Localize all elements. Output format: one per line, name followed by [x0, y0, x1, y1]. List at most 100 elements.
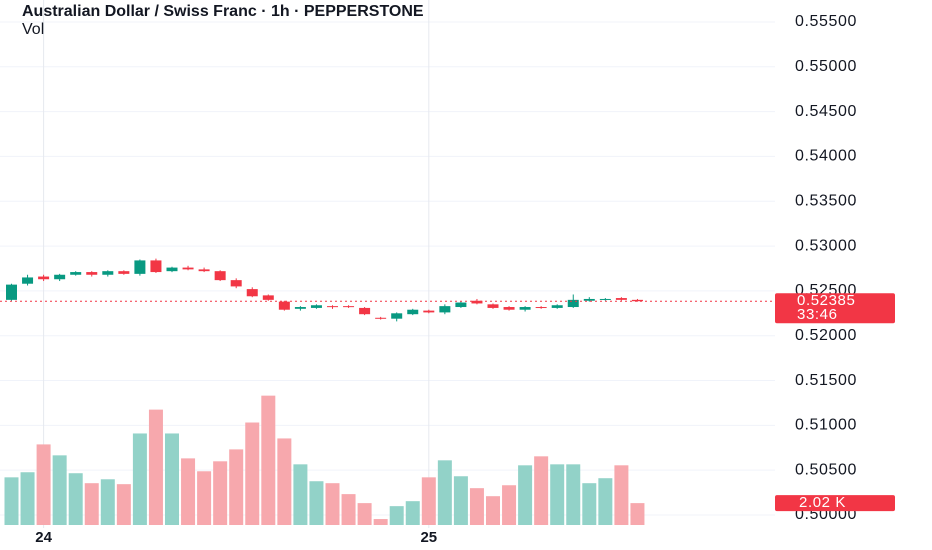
- volume-bar: [614, 465, 629, 525]
- candle-body: [150, 260, 162, 273]
- candle-body: [535, 307, 547, 309]
- volume-bar: [437, 460, 452, 525]
- candle-body: [407, 309, 419, 315]
- y-tick-label: 0.51500: [795, 372, 857, 389]
- volume-bar: [421, 477, 436, 525]
- volume-bar: [293, 464, 308, 525]
- candle-body: [182, 267, 194, 270]
- volume-bar: [84, 483, 99, 525]
- volume-bar: [550, 464, 565, 525]
- candle-body: [551, 305, 563, 308]
- candle-body: [166, 267, 178, 272]
- volume-bar: [389, 506, 404, 525]
- candle-body: [294, 307, 306, 309]
- candle-body: [118, 271, 130, 274]
- candle-body: [423, 310, 435, 313]
- volume-bar: [630, 503, 645, 525]
- volume-bar: [148, 409, 163, 525]
- volume-bar: [357, 503, 372, 525]
- volume-bar: [197, 471, 212, 525]
- candle-body: [134, 260, 146, 274]
- x-tick-label: 25: [420, 529, 437, 546]
- candle-body: [519, 307, 531, 310]
- last-price-badge: [775, 293, 895, 324]
- candle-body: [615, 298, 627, 300]
- countdown-label: 33:46: [797, 306, 838, 323]
- volume-bar: [373, 519, 388, 525]
- y-tick-label: 0.53000: [795, 237, 857, 254]
- volume-bar: [502, 485, 517, 525]
- candle-body: [439, 306, 451, 313]
- volume-bar: [341, 494, 356, 525]
- y-tick-label: 0.54500: [795, 103, 857, 120]
- volume-bar: [165, 433, 179, 525]
- candle-body: [503, 307, 515, 310]
- volume-bar: [582, 483, 597, 525]
- y-tick-label: 0.53500: [795, 192, 857, 209]
- y-tick-label: 0.51000: [795, 417, 857, 434]
- volume-bar: [229, 449, 244, 525]
- candle-body: [214, 271, 226, 281]
- volume-badge: [775, 495, 895, 512]
- volume-bar: [325, 483, 340, 525]
- volume-bar: [68, 473, 83, 525]
- candle-body: [359, 307, 371, 315]
- volume-bar: [4, 477, 19, 525]
- candle-body: [6, 284, 17, 300]
- candle-body: [631, 299, 643, 302]
- candle-body: [583, 298, 595, 301]
- volume-bar: [277, 438, 292, 525]
- chart-title: Australian Dollar / Swiss Franc · 1h · P…: [22, 3, 424, 20]
- volume-bar: [20, 472, 35, 525]
- plot-area: [0, 0, 775, 528]
- x-tick-label: 24: [35, 529, 52, 546]
- candle-body: [102, 271, 114, 275]
- candle-body: [22, 277, 34, 284]
- candle-body: [310, 305, 322, 308]
- volume-bar: [52, 455, 67, 525]
- volume-bar: [453, 476, 468, 525]
- volume-bar: [132, 433, 147, 525]
- y-tick-label: 0.55000: [795, 58, 857, 75]
- candle-body: [455, 302, 467, 308]
- volume-bar: [405, 501, 420, 525]
- volume-bar: [309, 481, 324, 525]
- candle-body: [278, 301, 290, 310]
- candle-body: [246, 289, 258, 297]
- y-tick-label: 0.50500: [795, 461, 857, 478]
- volume-bar: [469, 488, 484, 525]
- y-tick-label: 0.54000: [795, 148, 857, 165]
- volume-bar: [598, 478, 613, 525]
- candle-body: [262, 295, 274, 300]
- candle-body: [599, 298, 611, 300]
- candle-body: [343, 306, 355, 308]
- candle-body: [70, 272, 82, 275]
- volume-bar: [245, 422, 260, 525]
- candle-body: [471, 300, 483, 304]
- volume-bar: [100, 479, 115, 525]
- volume-bar: [566, 464, 581, 525]
- volume-bar: [213, 461, 228, 525]
- volume-legend: Vol: [22, 21, 44, 38]
- candle-body: [487, 304, 499, 308]
- candle-body: [86, 272, 98, 275]
- candle-body: [327, 306, 338, 308]
- volume-label: 2.02 K: [799, 494, 846, 511]
- last-price-label: 0.52385: [797, 292, 855, 309]
- volume-bar: [486, 496, 500, 525]
- candle-body: [198, 269, 210, 272]
- candle-body: [567, 299, 579, 308]
- volume-bar: [181, 458, 196, 525]
- candle-body: [54, 274, 66, 280]
- volume-bar: [534, 456, 549, 525]
- volume-bar: [518, 465, 533, 525]
- y-tick-label: 0.55500: [795, 13, 857, 30]
- candle-body: [391, 313, 403, 319]
- candle-body: [38, 276, 50, 280]
- y-tick-label: 0.52000: [795, 327, 857, 344]
- candle-body: [230, 280, 242, 287]
- volume-bar: [261, 395, 276, 525]
- volume-bar: [36, 444, 51, 525]
- candle-body: [375, 317, 387, 319]
